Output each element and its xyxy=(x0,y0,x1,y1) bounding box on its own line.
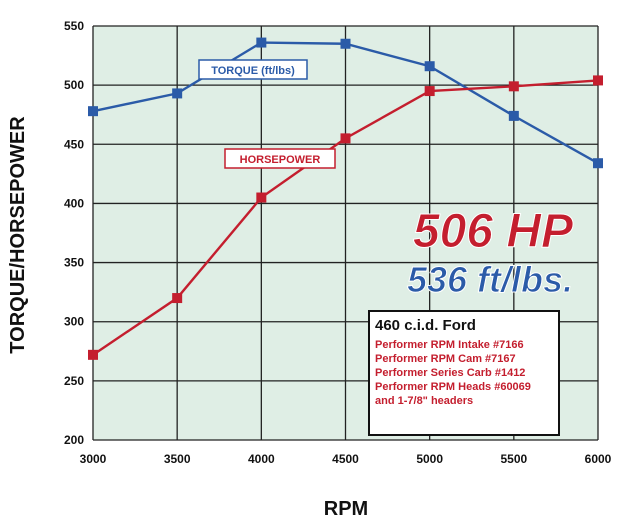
spec-lines: Performer RPM Intake #7166 Performer RPM … xyxy=(375,339,531,407)
horsepower-point xyxy=(340,133,351,144)
x-tick-label: 4000 xyxy=(248,452,275,466)
y-axis-label: TORQUE/HORSEPOWER xyxy=(7,116,29,354)
torque-point xyxy=(508,110,519,121)
peak-torque-label: 536 ft/lbs. xyxy=(407,259,573,300)
horsepower-series-label: HORSEPOWER xyxy=(240,154,321,166)
x-tick-label: 3000 xyxy=(80,452,107,466)
horsepower-callout: HORSEPOWER xyxy=(224,148,336,169)
torque-callout: TORQUE (ft/lbs) xyxy=(198,59,308,80)
torque-point xyxy=(256,37,267,48)
series xyxy=(88,37,603,360)
y-tick-label: 200 xyxy=(64,433,84,447)
x-tick-label: 3500 xyxy=(164,452,191,466)
horsepower-point xyxy=(508,81,519,92)
x-axis-ticks: 3000 3500 4000 4500 5000 5500 6000 xyxy=(80,452,612,466)
x-axis-label: RPM xyxy=(324,498,368,520)
spec-line: Performer RPM Cam #7167 xyxy=(375,353,516,365)
horsepower-point xyxy=(256,192,267,203)
y-tick-label: 350 xyxy=(64,256,84,270)
y-tick-label: 500 xyxy=(64,78,84,92)
torque-point xyxy=(340,38,351,49)
torque-series-label: TORQUE (ft/lbs) xyxy=(211,65,295,77)
y-tick-label: 550 xyxy=(64,19,84,33)
x-tick-label: 5500 xyxy=(500,452,527,466)
spec-box: 460 c.i.d. Ford Performer RPM Intake #71… xyxy=(368,310,560,436)
spec-line: Performer Series Carb #1412 xyxy=(375,367,525,379)
y-tick-label: 400 xyxy=(64,196,84,210)
horsepower-point xyxy=(88,349,98,360)
torque-point xyxy=(424,61,435,72)
spec-line: Performer RPM Heads #60069 xyxy=(375,381,531,393)
y-tick-label: 300 xyxy=(64,315,84,329)
torque-point xyxy=(88,106,98,117)
spec-line: and 1-7/8" headers xyxy=(375,395,473,407)
torque-point xyxy=(593,158,603,169)
x-tick-label: 6000 xyxy=(585,452,612,466)
grid xyxy=(92,25,599,441)
peak-hp-label: 506 HP xyxy=(413,205,574,258)
y-axis-ticks: 550 500 450 400 350 300 250 200 xyxy=(64,19,84,447)
x-tick-label: 4500 xyxy=(332,452,359,466)
spec-line: Performer RPM Intake #7166 xyxy=(375,339,524,351)
horsepower-point xyxy=(424,86,435,97)
y-tick-label: 250 xyxy=(64,374,84,388)
spec-title: 460 c.i.d. Ford xyxy=(375,317,476,334)
horsepower-point xyxy=(593,75,603,86)
y-tick-label: 450 xyxy=(64,137,84,151)
x-tick-label: 5000 xyxy=(416,452,443,466)
horsepower-point xyxy=(172,293,183,304)
torque-point xyxy=(172,88,183,99)
